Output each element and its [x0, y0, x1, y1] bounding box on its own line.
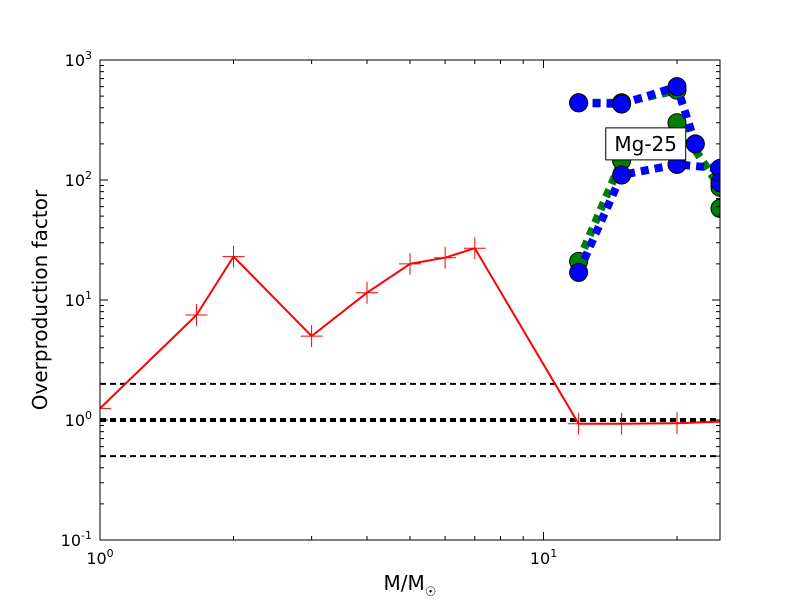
- series-1-line: [574, 118, 720, 263]
- series-0-point-3: [300, 325, 323, 348]
- series-0-point-8: [567, 412, 590, 435]
- y-axis-title: Overproduction factor: [28, 189, 52, 410]
- series-3-point-3: [710, 158, 720, 178]
- y-tick-label: 10-1: [61, 529, 92, 550]
- x-axis-title: M/M☉: [384, 571, 437, 600]
- series-0-point-2: [222, 245, 245, 268]
- series-0-point-10: [666, 412, 689, 435]
- series-3-line: [574, 160, 720, 274]
- series-0-point-11: [709, 410, 720, 433]
- series-3-point-0: [569, 262, 589, 282]
- annotation-box: [605, 127, 687, 161]
- x-axis-title-subscript: ☉: [425, 585, 437, 600]
- series-0-point-9: [610, 412, 633, 435]
- series-4-point-3: [685, 134, 705, 154]
- series-0-point-1: [185, 303, 208, 326]
- series-4-point-0: [569, 93, 589, 113]
- series-0-point-4: [356, 281, 379, 304]
- x-axis-title-main: M/M: [384, 571, 425, 595]
- series-1-point-4: [710, 198, 720, 218]
- series-4-point-1: [612, 94, 632, 114]
- y-tick-label: 100: [65, 409, 92, 430]
- series-3-point-4: [710, 173, 720, 193]
- series-4-point-2: [667, 77, 687, 97]
- annotation-label: Mg-25: [614, 132, 677, 156]
- series-0-point-5: [399, 252, 421, 275]
- x-tick-label: 101: [530, 547, 557, 568]
- series-0-point-7: [463, 237, 486, 260]
- y-tick-label: 103: [65, 49, 92, 70]
- y-tick-label: 102: [65, 169, 92, 190]
- y-tick-label: 101: [65, 289, 92, 310]
- x-tick-label: 100: [86, 547, 113, 568]
- series-3-point-1: [612, 165, 632, 185]
- series-4-line: [578, 82, 700, 146]
- series-0-point-6: [434, 246, 457, 269]
- series-0-point-0: [100, 397, 111, 420]
